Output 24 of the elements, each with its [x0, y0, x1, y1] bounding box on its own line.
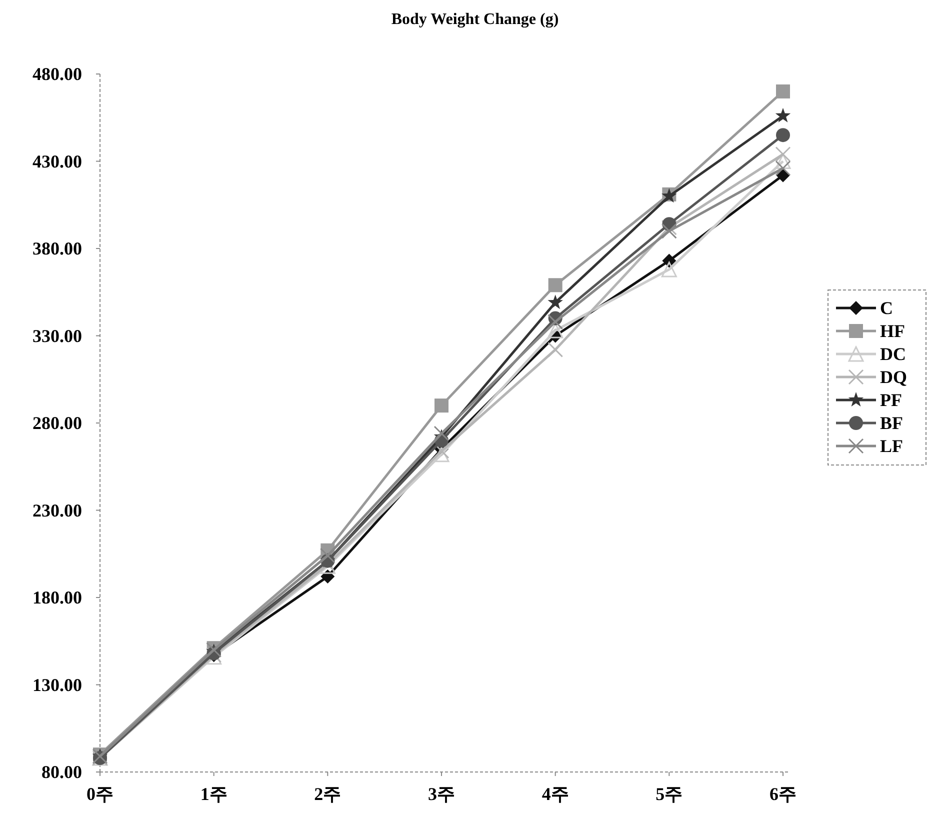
- x-tick-label: 2주: [314, 784, 342, 804]
- x-tick-label: 3주: [428, 784, 455, 804]
- legend-label: DQ: [880, 367, 907, 387]
- legend-label: HF: [880, 321, 905, 341]
- x-tick-label: 1주: [200, 784, 228, 804]
- chart-title: Body Weight Change (g): [391, 11, 559, 28]
- legend-label: PF: [880, 390, 902, 410]
- y-tick-label: 180.00: [32, 588, 82, 608]
- y-tick-label: 80.00: [42, 762, 82, 782]
- legend-label: DC: [880, 344, 906, 364]
- x-tick-label: 5주: [656, 784, 683, 804]
- y-tick-label: 380.00: [32, 238, 82, 258]
- legend-label: BF: [880, 413, 904, 433]
- x-tick-label: 4주: [542, 784, 569, 804]
- x-tick-label: 6주: [770, 784, 796, 804]
- x-tick-label: 0주: [86, 784, 114, 804]
- y-tick-label: 280.00: [32, 413, 82, 433]
- y-tick-label: 480.00: [32, 64, 82, 84]
- y-tick-label: 330.00: [32, 326, 82, 346]
- y-tick-label: 130.00: [32, 674, 82, 695]
- legend-label: C: [880, 298, 893, 318]
- y-tick-label: 430.00: [32, 151, 82, 172]
- y-tick-label: 230.00: [32, 500, 82, 520]
- legend-label: LF: [880, 436, 904, 456]
